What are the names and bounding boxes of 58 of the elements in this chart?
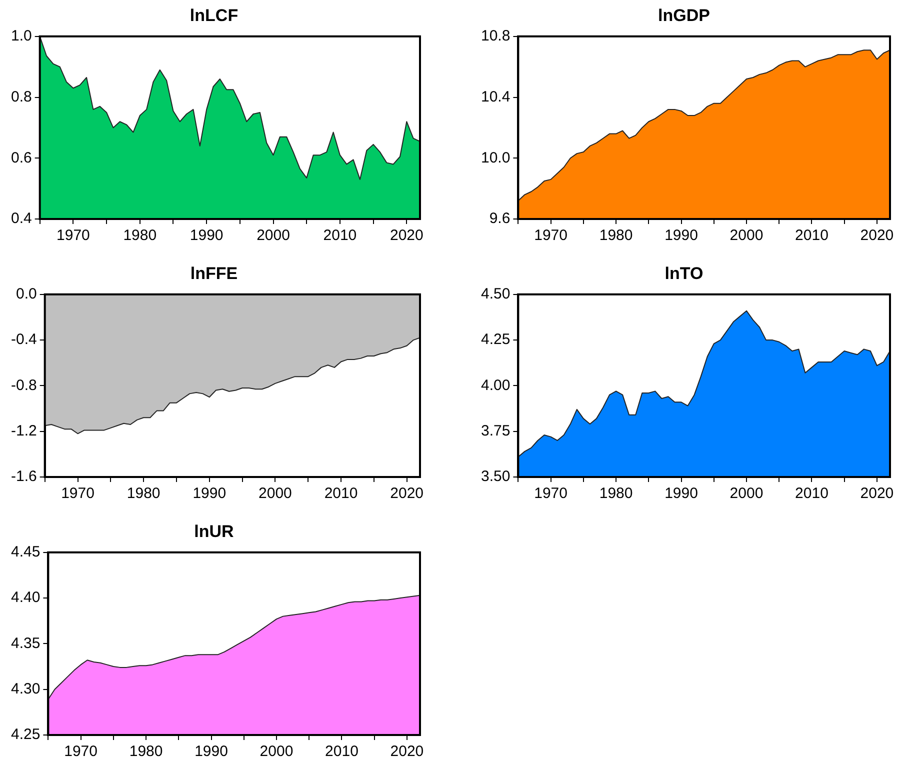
x-tick-label: 1970 <box>61 485 94 502</box>
y-tick-label: 4.00 <box>480 376 510 394</box>
x-tick-label: 1980 <box>599 227 633 244</box>
x-tick-label: 2020 <box>860 485 894 502</box>
chart-title: lnTO <box>664 264 704 283</box>
x-tick-label: 1990 <box>190 227 224 244</box>
x-tick-label: 1970 <box>534 227 568 244</box>
x-tick-label: 1990 <box>664 485 698 502</box>
x-tick-label: 2010 <box>795 485 828 502</box>
y-tick-label: 4.30 <box>10 680 40 698</box>
x-tick-label: 2010 <box>323 227 357 244</box>
x-tick-label: 2000 <box>256 227 290 244</box>
y-tick-label: 4.45 <box>10 544 40 561</box>
x-tick-label: 2010 <box>324 485 358 502</box>
x-tick-label: 2010 <box>795 227 828 244</box>
y-tick-label: 4.35 <box>10 634 40 652</box>
y-tick-label: 3.75 <box>480 422 510 440</box>
x-tick-label: 2000 <box>258 485 292 502</box>
x-tick-label: 2020 <box>390 743 424 760</box>
chart-title: lnUR <box>194 522 234 541</box>
y-tick-label: 10.0 <box>480 149 510 166</box>
y-tick-label: 0.8 <box>10 88 32 106</box>
x-tick-label: 2010 <box>325 743 358 760</box>
y-tick-label: 9.6 <box>489 210 510 228</box>
y-tick-label: 4.50 <box>480 286 510 303</box>
y-tick-label: 0.4 <box>10 210 32 228</box>
x-tick-label: 1970 <box>64 743 98 760</box>
y-tick-label: -1.2 <box>10 422 37 440</box>
chart-title: lnFFE <box>190 264 238 283</box>
x-tick-label: 1980 <box>123 227 157 244</box>
x-tick-label: 1990 <box>664 227 698 244</box>
x-tick-label: 2020 <box>860 227 894 244</box>
y-tick-label: -0.4 <box>10 331 37 348</box>
x-tick-label: 2000 <box>260 743 294 760</box>
x-tick-label: 2000 <box>730 227 764 244</box>
y-tick-label: 4.25 <box>10 726 40 744</box>
x-tick-label: 2020 <box>390 485 424 502</box>
chart-title: lnGDP <box>658 6 710 25</box>
x-tick-label: 2000 <box>730 485 764 502</box>
x-tick-label: 1990 <box>194 743 228 760</box>
y-tick-label: 4.25 <box>480 331 510 348</box>
x-tick-label: 2020 <box>390 227 424 244</box>
x-tick-label: 1980 <box>129 743 163 760</box>
chart-title: lnLCF <box>190 6 238 25</box>
y-tick-label: 4.40 <box>10 589 40 606</box>
x-tick-label: 1970 <box>56 227 90 244</box>
y-tick-label: 3.50 <box>480 468 510 486</box>
y-tick-label: -0.8 <box>10 376 37 394</box>
y-tick-label: 0.0 <box>16 286 37 303</box>
y-tick-label: 10.4 <box>480 88 510 106</box>
y-tick-label: -1.6 <box>10 468 37 486</box>
y-tick-label: 0.6 <box>10 149 32 166</box>
y-tick-label: 10.8 <box>480 28 510 45</box>
y-tick-label: 1.0 <box>10 28 32 45</box>
x-tick-label: 1980 <box>126 485 160 502</box>
x-tick-label: 1970 <box>534 485 568 502</box>
x-tick-label: 1990 <box>192 485 226 502</box>
x-tick-label: 1980 <box>599 485 633 502</box>
